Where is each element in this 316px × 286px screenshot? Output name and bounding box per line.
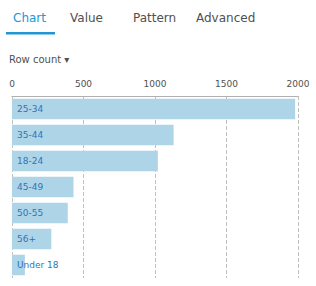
svg-text:Chart: Chart (13, 11, 46, 25)
svg-text:56+: 56+ (17, 234, 36, 244)
svg-text:50-55: 50-55 (17, 208, 43, 218)
svg-text:25-34: 25-34 (17, 104, 43, 114)
svg-text:0: 0 (9, 79, 15, 89)
svg-text:35-44: 35-44 (17, 130, 43, 140)
svg-text:2000: 2000 (287, 79, 310, 89)
svg-text:500: 500 (75, 79, 92, 89)
svg-text:1000: 1000 (144, 79, 167, 89)
svg-text:Advanced: Advanced (196, 11, 255, 25)
svg-text:45-49: 45-49 (17, 182, 43, 192)
svg-text:1500: 1500 (215, 79, 238, 89)
svg-text:Under 18: Under 18 (17, 260, 59, 270)
svg-text:18-24: 18-24 (17, 156, 43, 166)
svg-text:Pattern: Pattern (133, 11, 176, 25)
svg-text:Value: Value (70, 11, 103, 25)
svg-text:Row count ▾: Row count ▾ (9, 54, 69, 65)
